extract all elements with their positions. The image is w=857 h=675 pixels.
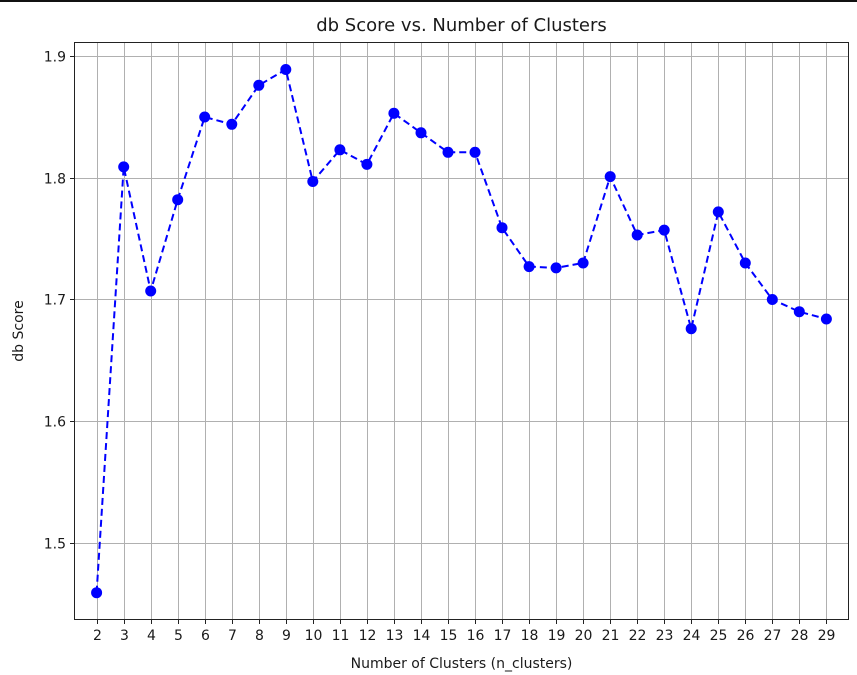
y-tick-label: 1.9 — [44, 50, 66, 66]
x-axis-label: Number of Clusters (n_clusters) — [351, 656, 573, 672]
data-point — [226, 118, 238, 130]
data-point — [820, 313, 832, 325]
x-tick-label: 12 — [359, 628, 377, 644]
window-top-border — [0, 0, 857, 2]
data-point — [172, 194, 184, 206]
x-tick-label: 15 — [440, 628, 458, 644]
data-point — [361, 158, 373, 170]
x-tick-label: 23 — [656, 628, 674, 644]
x-tick-label: 27 — [764, 628, 782, 644]
data-point — [712, 206, 724, 218]
x-tick-label: 22 — [629, 628, 647, 644]
x-tick-label: 18 — [521, 628, 539, 644]
y-tick-label: 1.5 — [44, 537, 66, 553]
data-point — [496, 222, 508, 234]
x-tick-label: 24 — [683, 628, 701, 644]
data-point — [442, 146, 454, 158]
x-tick-label: 13 — [386, 628, 404, 644]
plot-area-frame — [74, 42, 849, 620]
ticks-layer: 2 3 4 5 6 7 8 9 10 11 12 13 14 15 16 17 18 19 20 21 22 23 24 25… — [44, 50, 836, 645]
data-point — [334, 144, 346, 156]
data-point — [523, 261, 535, 273]
data-point — [307, 176, 319, 187]
data-point — [145, 285, 157, 297]
data-point — [766, 294, 778, 305]
x-tick-label: 16 — [467, 628, 485, 644]
x-tick-label: 9 — [282, 628, 291, 644]
data-point — [199, 111, 211, 123]
grid-layer — [75, 43, 848, 619]
data-point — [793, 306, 805, 318]
x-tick-label: 8 — [255, 628, 264, 644]
x-tick-label: 7 — [228, 628, 237, 644]
data-point — [685, 323, 697, 335]
x-tick-label: 3 — [120, 628, 129, 644]
x-tick-label: 11 — [332, 628, 350, 644]
x-tick-label: 19 — [548, 628, 566, 644]
chart-title: db Score vs. Number of Clusters — [316, 15, 607, 36]
data-point — [469, 146, 481, 158]
x-tick-label: 21 — [602, 628, 620, 644]
x-tick-label: 29 — [818, 628, 836, 644]
x-tick-label: 20 — [575, 628, 593, 644]
data-point — [118, 161, 130, 173]
x-tick-label: 2 — [93, 628, 102, 644]
x-tick-label: 6 — [201, 628, 210, 644]
x-tick-label: 5 — [174, 628, 183, 644]
data-point — [739, 257, 751, 269]
data-point — [658, 224, 670, 236]
x-tick-label: 25 — [710, 628, 728, 644]
data-point — [604, 171, 616, 183]
y-tick-label: 1.8 — [44, 172, 66, 188]
series-layer — [91, 64, 832, 599]
data-point — [253, 79, 265, 91]
y-axis-label: db Score — [11, 300, 27, 361]
x-tick-label: 17 — [494, 628, 512, 644]
x-tick-label: 14 — [413, 628, 431, 644]
y-tick-label: 1.7 — [44, 293, 66, 309]
x-tick-label: 10 — [305, 628, 323, 644]
data-point — [280, 64, 292, 75]
data-point — [388, 107, 400, 119]
y-tick-label: 1.6 — [44, 415, 66, 431]
x-tick-label: 28 — [791, 628, 809, 644]
data-point — [631, 229, 643, 241]
data-point — [550, 262, 562, 274]
data-point — [577, 257, 589, 269]
x-tick-label: 26 — [737, 628, 755, 644]
series-line — [95, 67, 827, 593]
x-tick-label: 4 — [147, 628, 156, 644]
data-point — [91, 587, 103, 599]
data-point — [415, 127, 427, 139]
